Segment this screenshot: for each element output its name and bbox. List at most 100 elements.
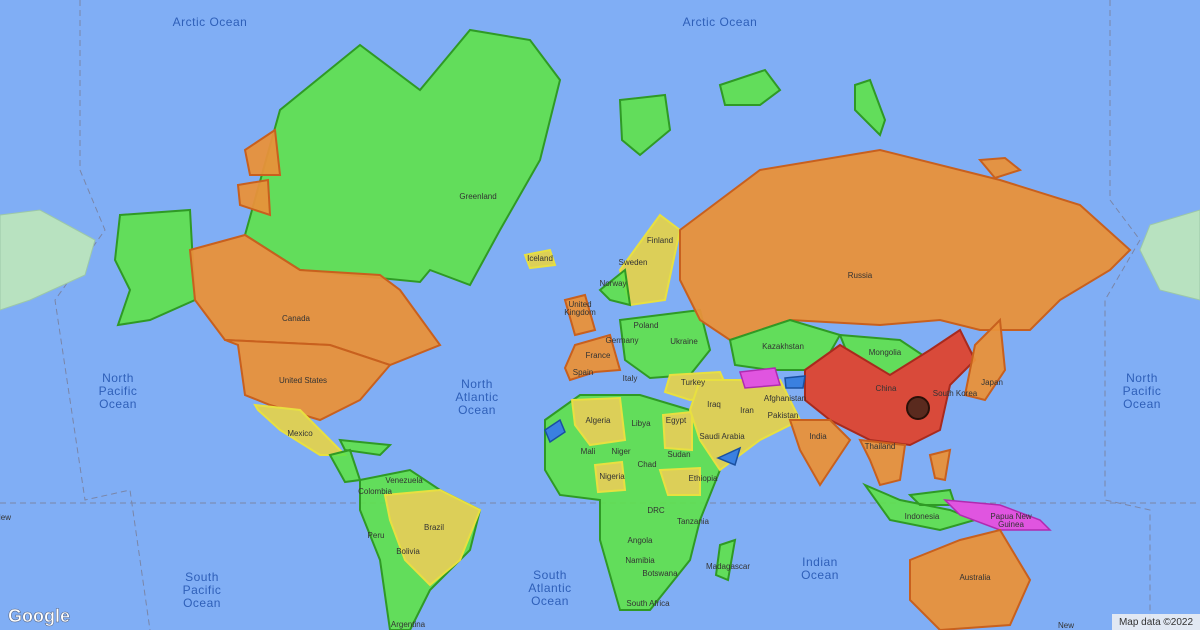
label-line: Kazakhstan: [762, 342, 804, 351]
ctry-label: Libya: [631, 419, 651, 428]
label-line: Arctic Ocean: [173, 15, 248, 29]
label-line: Atlantic: [528, 581, 571, 595]
ctry-label: Ukraine: [670, 337, 698, 346]
label-line: Mali: [581, 447, 596, 456]
ctry-label: Ethiopia: [689, 474, 718, 483]
label-line: South: [533, 568, 567, 582]
label-line: South Korea: [933, 389, 978, 398]
label-line: Madagascar: [706, 562, 750, 571]
ctry-label: Indonesia: [905, 512, 940, 521]
country-labels: Greenland Iceland Canada United States Mexic…: [0, 192, 1074, 630]
label-line: Greenland: [459, 192, 496, 201]
ctry-label: Thailand: [865, 442, 896, 451]
label-line: Chad: [637, 460, 656, 469]
ocean-label: North Pacific Ocean: [99, 371, 138, 411]
ctry-label: DRC: [647, 506, 665, 515]
label-line: Russia: [848, 271, 873, 280]
label-line: Afghanistan: [764, 394, 806, 403]
ctry-label: Bolivia: [396, 547, 420, 556]
label-line: Ocean: [801, 568, 839, 582]
label-line: Ocean: [531, 594, 569, 608]
label-line: Peru: [368, 531, 385, 540]
label-line: Botswana: [642, 569, 678, 578]
ctry-label: Turkey: [681, 378, 705, 387]
ctry-label: India: [809, 432, 827, 441]
ctry-label: United States: [279, 376, 327, 385]
ocean-label: Arctic Ocean: [173, 15, 248, 29]
label-line: North: [461, 377, 493, 391]
ctry-label: Papua New Guinea: [990, 512, 1032, 529]
ctry-label: Sudan: [667, 450, 690, 459]
ctry-label: Algeria: [586, 416, 611, 425]
label-line: Italy: [623, 374, 638, 383]
label-line: Pacific: [99, 384, 138, 398]
ctry-label: New: [1058, 621, 1074, 630]
label-line: Ukraine: [670, 337, 698, 346]
ctry-label: France: [586, 351, 611, 360]
label-line: Ocean: [99, 397, 137, 411]
ocean-label: South Pacific Ocean: [183, 570, 222, 610]
label-line: Finland: [647, 236, 673, 245]
ctry-label: Poland: [634, 321, 659, 330]
ctry-label: Argentina: [391, 620, 426, 629]
ocean-label: Indian Ocean: [801, 555, 839, 582]
label-line: Colombia: [358, 487, 392, 496]
ctry-label: Pakistan: [768, 411, 799, 420]
label-line: Argentina: [391, 620, 426, 629]
label-line: Venezuela: [385, 476, 423, 485]
ctry-label: Sweden: [619, 258, 648, 267]
label-line: China: [876, 384, 897, 393]
label-line: Mexico: [287, 429, 313, 438]
label-line: Angola: [628, 536, 653, 545]
ctry-label: Niger: [611, 447, 630, 456]
label-line: North: [102, 371, 134, 385]
label-line: Nigeria: [599, 472, 625, 481]
label-line: Sudan: [667, 450, 690, 459]
label-line: Arctic Ocean: [683, 15, 758, 29]
label-line: France: [586, 351, 611, 360]
label-line: New: [1058, 621, 1074, 630]
ctry-label: Botswana: [642, 569, 678, 578]
ctry-label: Brazil: [424, 523, 444, 532]
label-line: Poland: [634, 321, 659, 330]
label-line: Saudi Arabia: [699, 432, 745, 441]
ocean-label: Arctic Ocean: [683, 15, 758, 29]
label-line: Indian: [802, 555, 838, 569]
label-line: Algeria: [586, 416, 611, 425]
ctry-label: Finland: [647, 236, 673, 245]
ctry-label: Namibia: [625, 556, 655, 565]
label-line: Canada: [282, 314, 311, 323]
label-line: Egypt: [666, 416, 687, 425]
label-line: Japan: [981, 378, 1003, 387]
ocean-label: North Pacific Ocean: [1123, 371, 1162, 411]
label-line: Iraq: [707, 400, 721, 409]
label-line: Brazil: [424, 523, 444, 532]
ctry-label: South Africa: [626, 599, 670, 608]
label-line: Norway: [599, 279, 626, 288]
label-line: United States: [279, 376, 327, 385]
ctry-label: Angola: [628, 536, 653, 545]
label-line: Germany: [606, 336, 639, 345]
label-line: Pacific: [183, 583, 222, 597]
logo: Google: [8, 606, 70, 626]
ctry-label: Greenland: [459, 192, 496, 201]
label-line: Indonesia: [905, 512, 940, 521]
label-line: Pacific: [1123, 384, 1162, 398]
label-line: South Africa: [626, 599, 670, 608]
ctry-label: China: [876, 384, 897, 393]
label-line: South: [185, 570, 219, 584]
label-line: Ocean: [458, 403, 496, 417]
ctry-label: Chad: [637, 460, 656, 469]
label-line: Namibia: [625, 556, 655, 565]
label-line: Ocean: [183, 596, 221, 610]
attribution-bg: [1112, 614, 1200, 630]
ctry-label: Japan: [981, 378, 1003, 387]
ctry-label: Venezuela: [385, 476, 423, 485]
ctry-label: New: [0, 513, 11, 522]
ctry-label: Saudi Arabia: [699, 432, 745, 441]
ctry-label: Colombia: [358, 487, 392, 496]
label-line: Australia: [959, 573, 991, 582]
ctry-label: Mexico: [287, 429, 313, 438]
